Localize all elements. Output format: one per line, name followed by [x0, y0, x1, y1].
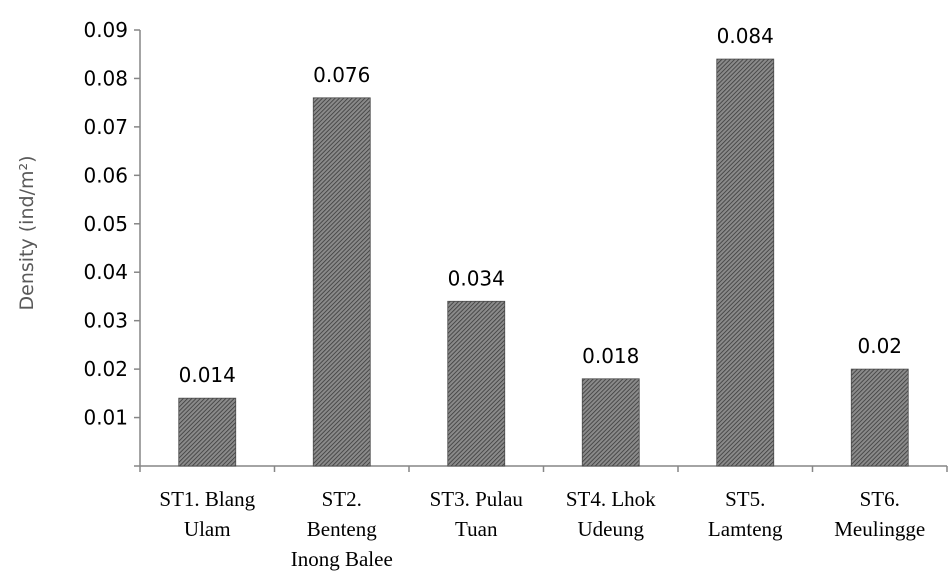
y-tick-label: 0.08	[83, 66, 128, 90]
x-tick-label: ST1. Blang	[159, 487, 255, 511]
x-tick-label: ST2.	[322, 487, 362, 511]
bar	[716, 58, 775, 467]
bar	[581, 378, 640, 467]
data-label: 0.018	[582, 344, 639, 368]
x-tick-label: Tuan	[455, 517, 498, 541]
x-tick-label: ST6.	[860, 487, 900, 511]
x-tick-label: Lamteng	[708, 517, 783, 541]
data-label: 0.084	[717, 24, 774, 48]
bar	[312, 97, 371, 467]
data-label: 0.034	[448, 266, 505, 290]
x-tick-label: Benteng	[307, 517, 377, 541]
labels: 0.01 0.02 0.03 0.04 0.05 0.06 0.07 0.08 0.09 0.01…	[83, 18, 925, 571]
x-tick-label: Inong Balee	[291, 547, 393, 571]
x-tick-label: ST5.	[725, 487, 765, 511]
x-tick-label: Udeung	[578, 517, 645, 541]
y-tick-label: 0.03	[83, 309, 128, 333]
bar	[850, 368, 909, 467]
y-tick-label: 0.02	[83, 357, 128, 381]
y-tick-label: 0.07	[83, 115, 128, 139]
x-tick-label: ST3. Pulau	[430, 487, 524, 511]
y-tick-label: 0.01	[83, 406, 128, 430]
data-label: 0.076	[313, 63, 370, 87]
y-tick-label: 0.09	[83, 18, 128, 42]
bars	[178, 58, 909, 467]
y-tick-label: 0.04	[83, 260, 128, 284]
bar	[178, 397, 237, 467]
data-label: 0.02	[857, 334, 902, 358]
data-label: 0.014	[179, 363, 236, 387]
bar	[447, 300, 506, 467]
x-tick-label: Ulam	[184, 517, 231, 541]
x-tick-label: ST4. Lhok	[566, 487, 656, 511]
y-tick-label: 0.06	[83, 163, 128, 187]
y-tick-label: 0.05	[83, 212, 128, 236]
y-axis-label: Density (ind/m²)	[16, 155, 38, 310]
axes	[134, 29, 948, 472]
x-tick-label: Meulingge	[834, 517, 925, 541]
